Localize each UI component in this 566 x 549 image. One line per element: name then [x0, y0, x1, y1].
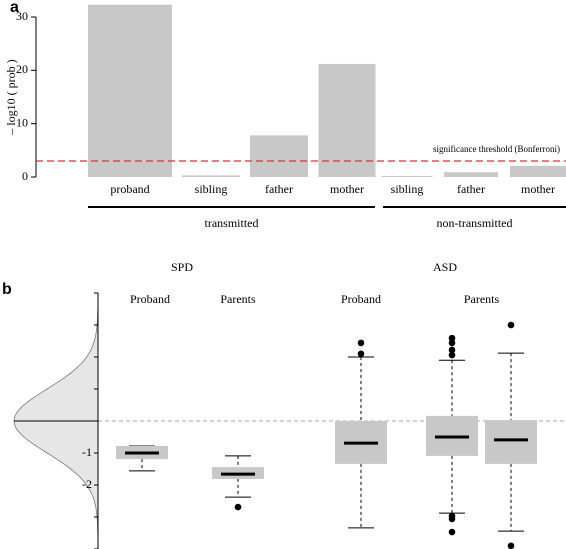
outlier [507, 542, 515, 549]
x-tick-label: father [265, 182, 293, 196]
bar [250, 135, 308, 177]
bar [318, 63, 376, 177]
bar [182, 175, 240, 177]
y-tick-label: 30 [16, 9, 28, 23]
group-title: ASD [433, 260, 457, 274]
bar [444, 172, 498, 177]
group-label: transmitted [205, 216, 259, 230]
x-tick-label: sibling [195, 182, 228, 196]
bar [88, 4, 172, 177]
panel-label: b [2, 281, 12, 298]
subgroup-title: Proband [341, 292, 381, 306]
x-tick-label: mother [330, 182, 364, 196]
y-tick-label: -1 [82, 445, 92, 459]
panel-label: a [10, 0, 19, 16]
threshold-label: significance threshold (Bonferroni) [433, 144, 560, 154]
y-tick-label: 20 [16, 62, 28, 76]
outlier [448, 339, 456, 347]
bar [381, 175, 433, 177]
outlier [357, 350, 365, 358]
outlier [448, 528, 456, 536]
subgroup-title: Parents [464, 292, 500, 306]
y-axis-label: – log10 ( prob ) [4, 59, 18, 135]
y-tick-label: -2 [82, 477, 92, 491]
outlier [448, 351, 456, 359]
group-label: non-transmitted [437, 216, 513, 230]
outlier [448, 515, 456, 523]
outlier [507, 321, 515, 329]
subgroup-title: Proband [130, 292, 170, 306]
y-tick-label: 0 [22, 169, 28, 183]
outlier [234, 503, 242, 511]
outlier [448, 346, 456, 354]
x-tick-label: mother [521, 182, 555, 196]
outlier [448, 334, 456, 342]
group-title: SPD [171, 260, 193, 274]
outlier [357, 339, 365, 347]
x-tick-label: sibling [391, 182, 424, 196]
subgroup-title: Parents [220, 292, 256, 306]
box [485, 420, 537, 464]
x-tick-label: father [457, 182, 485, 196]
y-tick-label: 10 [16, 115, 28, 129]
bar [510, 165, 566, 177]
x-tick-label: proband [110, 182, 149, 196]
